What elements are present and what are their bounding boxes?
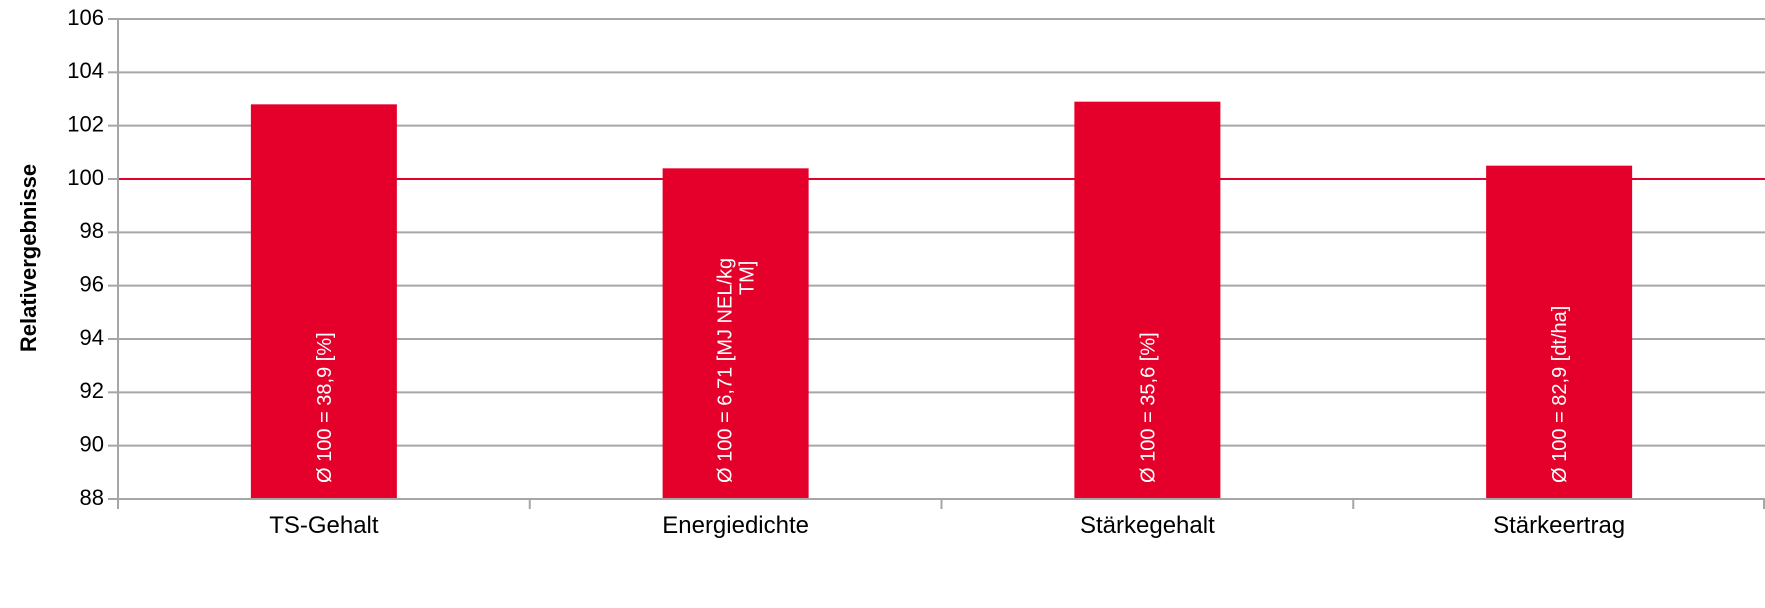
- x-category-labels: TS-Gehalt Energiedichte Stärkegehalt Stärke…: [269, 512, 1625, 539]
- bar-data-label: Ø 100 = 82,9 [dt/ha]: [1549, 306, 1571, 483]
- y-tick-label: 88: [80, 485, 104, 510]
- y-tick-label: 98: [80, 218, 104, 243]
- bar: [662, 168, 809, 500]
- bar-data-label: Ø 100 = 6,71 [MJ NEL/kgTM]: [715, 258, 759, 483]
- bars: [250, 101, 1633, 500]
- y-tick-label: 92: [80, 378, 104, 403]
- y-tick-label: 90: [80, 431, 104, 456]
- x-category-label: Energiedichte: [662, 512, 809, 539]
- bar-data-label: Ø 100 = 35,6 [%]: [1137, 332, 1159, 483]
- y-axis-title: Relativergebnisse: [16, 164, 41, 352]
- x-category-label: Stärkegehalt: [1080, 512, 1215, 539]
- x-category-label: Stärkeertrag: [1493, 512, 1625, 539]
- axes: [108, 18, 1765, 509]
- bar: [250, 104, 397, 499]
- y-tick-label: 106: [67, 5, 104, 30]
- bar-value-labels: Ø 100 = 38,9 [%] Ø 100 = 6,71 [MJ NEL/kgT…: [314, 258, 1571, 483]
- bar: [1074, 101, 1221, 500]
- x-category-label: TS-Gehalt: [269, 512, 379, 539]
- y-tick-label: 104: [67, 58, 104, 83]
- y-tick-labels: 88 90 92 94 96 98 100 102 104 106: [67, 5, 104, 510]
- y-tick-label: 96: [80, 271, 104, 296]
- bar: [1486, 165, 1633, 499]
- bar-data-label: Ø 100 = 38,9 [%]: [314, 332, 336, 483]
- y-tick-label: 102: [67, 111, 104, 136]
- y-tick-label: 100: [67, 165, 104, 190]
- y-tick-label: 94: [80, 325, 104, 350]
